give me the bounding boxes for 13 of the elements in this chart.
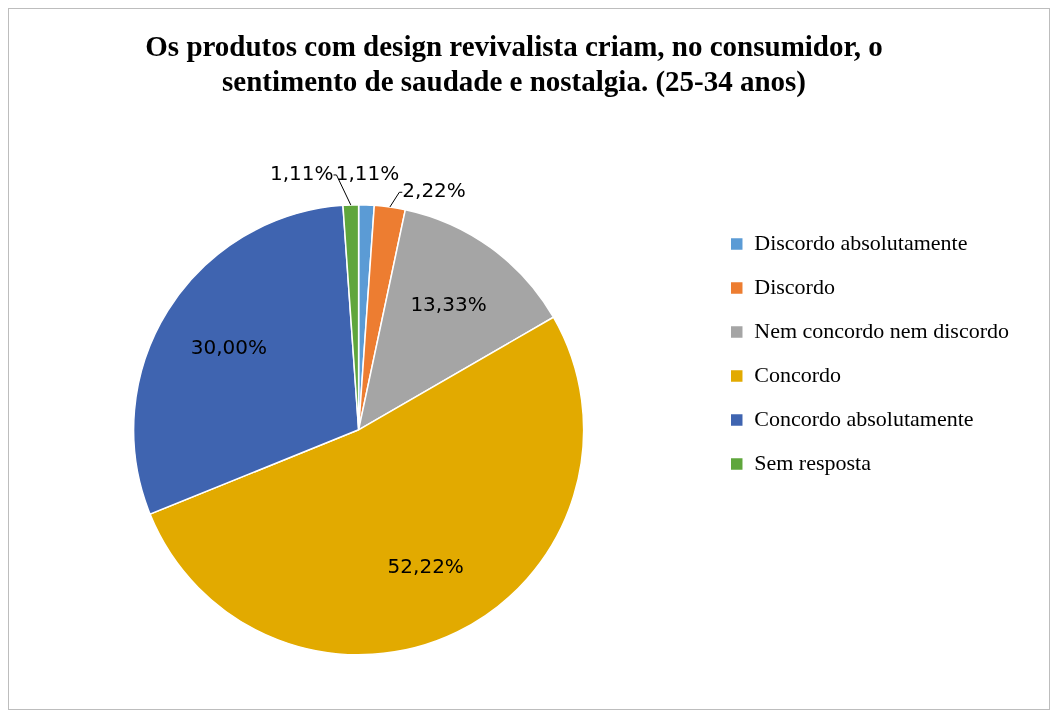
legend-label: Discordo: [754, 273, 835, 299]
legend-label: Concordo: [754, 361, 841, 387]
data-label: 13,33%: [410, 292, 487, 317]
legend-label: Sem resposta: [754, 449, 872, 475]
data-label: 2,22%: [402, 178, 466, 203]
chart-title: Os produtos com design revivalista criam, no consumidor, o sentimento de saudade e nostalgia. (25-34 anos): [145, 29, 883, 98]
data-label: 1,11%: [335, 161, 400, 186]
legend-label: Discordo absolutamente: [754, 229, 968, 255]
data-label: 1,11%: [269, 161, 334, 186]
legend-label: Concordo absolutamente: [754, 405, 974, 431]
data-label: 30,00%: [190, 334, 267, 359]
data-label: 52,22%: [387, 553, 464, 578]
legend-label: Nem concordo nem discordo: [754, 317, 1009, 343]
